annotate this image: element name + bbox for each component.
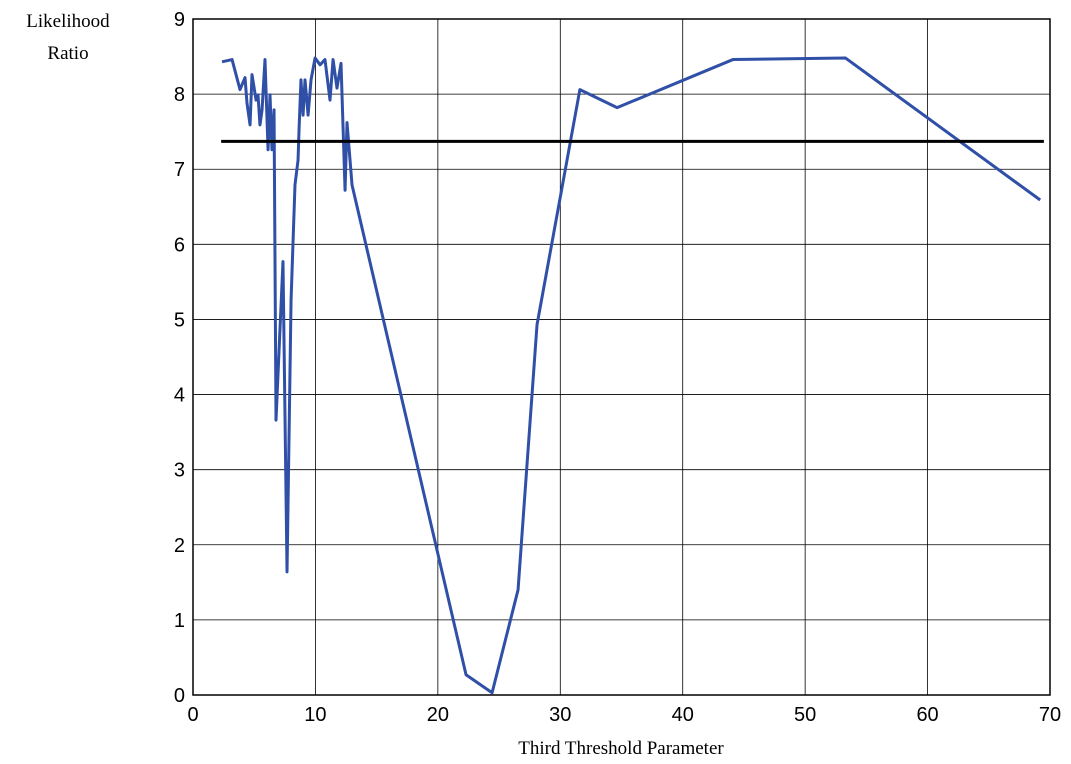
y-axis-label: Likelihood (26, 11, 110, 32)
y-tick-label: 0 (174, 685, 185, 707)
x-tick-label: 70 (1039, 704, 1061, 726)
y-tick-label: 2 (174, 535, 185, 557)
y-tick-label: 9 (174, 9, 185, 31)
y-tick-label: 3 (174, 460, 185, 482)
y-tick-label: 4 (174, 385, 185, 407)
x-tick-label: 60 (916, 704, 938, 726)
y-tick-label: 5 (174, 309, 185, 331)
y-tick-label: 7 (174, 159, 185, 181)
y-tick-label: 8 (174, 84, 185, 106)
x-axis-label: Third Threshold Parameter (518, 738, 724, 759)
plot-frame (192, 18, 1051, 696)
y-tick-label: 6 (174, 234, 185, 256)
x-tick-label: 10 (304, 704, 326, 726)
data-line (221, 56, 1042, 695)
x-tick-label: 0 (187, 704, 198, 726)
x-tick-label: 40 (672, 704, 694, 726)
y-axis-label: Ratio (47, 43, 88, 64)
x-tick-label: 50 (794, 704, 816, 726)
y-tick-label: 1 (174, 610, 185, 632)
x-tick-label: 30 (549, 704, 571, 726)
x-tick-label: 20 (427, 704, 449, 726)
